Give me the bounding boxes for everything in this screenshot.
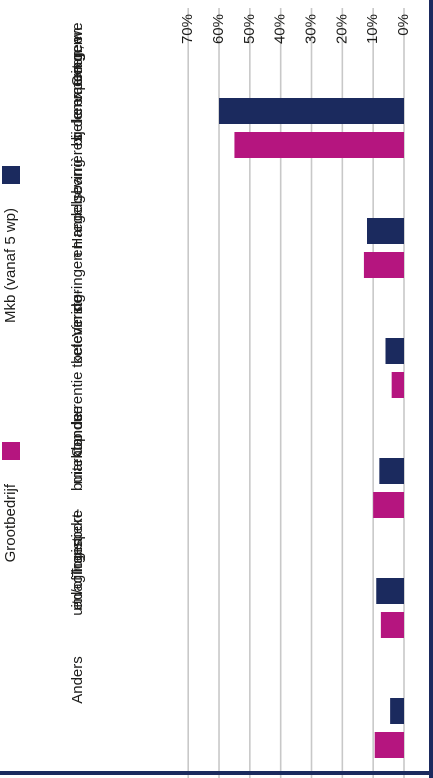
bar-grootbedrijf <box>391 372 404 398</box>
tick-label: 20% <box>333 14 350 44</box>
category-label-line: en regelgeving <box>69 159 86 257</box>
bar-grootbedrijf <box>373 492 404 518</box>
tick-label: 40% <box>272 14 289 44</box>
bar-grootbedrijf <box>380 612 404 638</box>
legend-label-mkb: Mkb (vanaf 5 wp) <box>2 208 19 323</box>
category-label-line: Concurrentie <box>69 372 86 458</box>
category-label-line: bij de export <box>69 64 86 147</box>
category-label-line: ervaren geen <box>69 27 86 115</box>
category-label-line: belemmeringen <box>69 37 86 140</box>
bar-mkb <box>379 458 404 484</box>
legend: Mkb (vanaf 5 wp) Grootbedrijf <box>2 166 20 562</box>
category-label-line: toelevering- <box>69 289 86 367</box>
bar-mkb <box>219 98 404 124</box>
category-label-line: Anders <box>69 656 86 704</box>
bar-grootbedrijf <box>363 252 404 278</box>
category-label-line: in de <box>69 295 86 328</box>
category-label-line: Transport- <box>69 509 86 578</box>
category-label-line: Handelsbarrières <box>69 134 86 248</box>
bar-grootbedrijf <box>374 732 404 758</box>
legend-swatch-mkb <box>2 166 20 184</box>
category-label-line: Geen, we <box>69 22 86 86</box>
axis-tick-labels: 0% 10% 20% 30% 40% 50% 60% 70% <box>179 14 412 44</box>
bar-mkb <box>367 218 404 244</box>
tick-label: 0% <box>395 14 412 36</box>
tick-label: 50% <box>241 14 258 44</box>
category-label-line: keten <box>69 327 86 364</box>
category-label-line: uitdagingen <box>69 538 86 616</box>
legend-swatch-grootbedrijf <box>2 442 20 460</box>
category-label-line: op de <box>69 413 86 451</box>
category-label-line: markt <box>69 446 86 484</box>
category-label: Anders <box>69 656 86 704</box>
bar-mkb <box>390 698 404 724</box>
tick-label: 70% <box>179 14 196 44</box>
bar-mkb <box>376 578 404 604</box>
category-label-line: buitenlandse <box>69 406 86 491</box>
tick-label: 10% <box>364 14 381 44</box>
category-label-line: en/of logistieke <box>69 510 86 610</box>
bar-grootbedrijf <box>234 132 404 158</box>
category-label-line: Verstoringen <box>69 252 86 336</box>
tick-label: 60% <box>210 14 227 44</box>
bars <box>219 98 404 758</box>
bar-mkb <box>385 338 404 364</box>
tick-label: 30% <box>302 14 319 44</box>
legend-label-grootbedrijf: Grootbedrijf <box>2 483 19 562</box>
